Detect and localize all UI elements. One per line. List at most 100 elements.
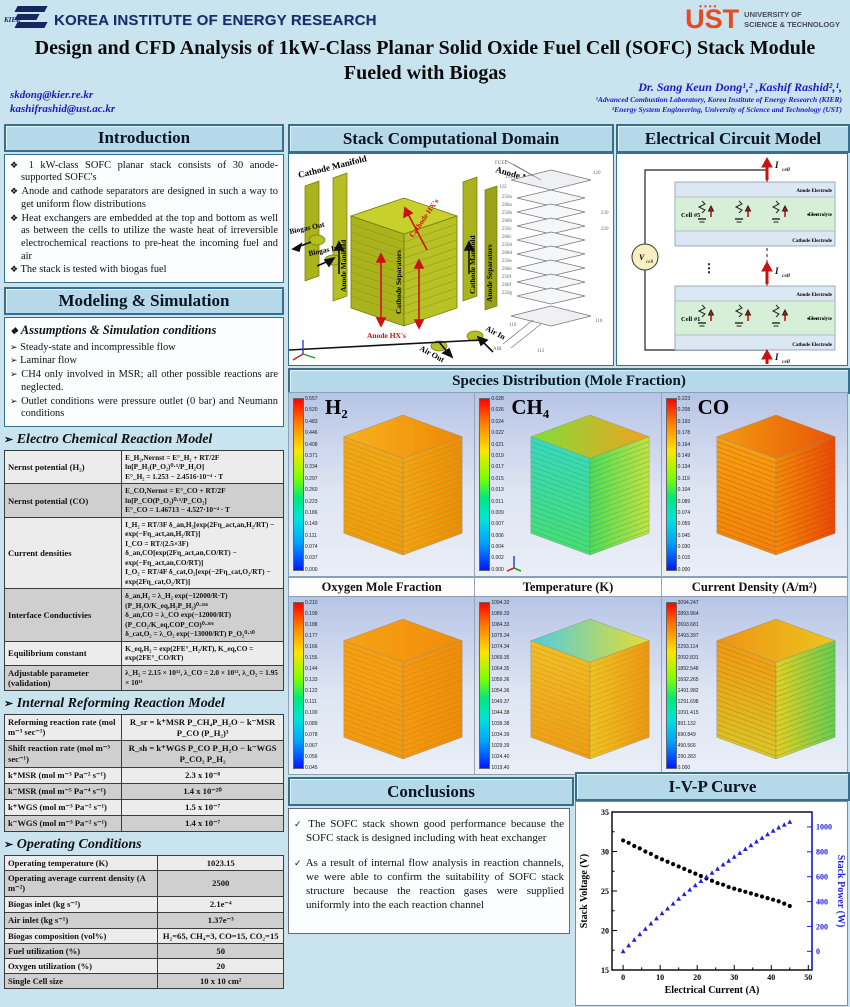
table-row: Single Cell size 10 x 10 cm² xyxy=(3,972,284,989)
label-air-in: Air In xyxy=(484,324,507,342)
row-label: Interface Conductivies xyxy=(3,588,123,642)
ust-logo-subtext: UNIVERSITY OF SCIENCE & TECHNOLOGY xyxy=(744,10,840,29)
species-banner: Species Distribution (Mole Fraction) xyxy=(288,368,850,394)
row-label: Operating average current density (A m⁻²… xyxy=(3,869,159,897)
modeling-box: ❖ Assumptions & Simulation conditions ➢ … xyxy=(4,316,284,427)
axis-triad-icon xyxy=(507,556,522,572)
contour-panel-temperature: 1094.32 1089.33 1084.33 1079.34 1074.34 1069.… xyxy=(475,597,662,774)
svg-text:0: 0 xyxy=(621,973,625,982)
row-value: 2.3 x 10⁻⁸ xyxy=(121,766,284,784)
colorbar-ticks: 0.223 0.208 0.193 0.178 0.164 0.149 0.134 0.119… xyxy=(677,396,691,573)
contour-cube xyxy=(334,609,472,772)
colorbar-ticks: 0.028 0.026 0.024 0.022 0.021 0.019 0.017 0.015… xyxy=(491,396,504,573)
diamond-bullet-icon: ❖ xyxy=(10,264,19,275)
arrow-bullet-icon: ➢ xyxy=(10,395,18,406)
email-link-2[interactable]: kashifrashid@ust.ac.kr xyxy=(10,103,116,116)
row-value: H₂=65, CH₄=3, CO=15, CO₂=15 xyxy=(157,927,284,944)
stack-domain-banner: Stack Computational Domain xyxy=(288,124,614,153)
svg-text:122: 122 xyxy=(499,185,507,190)
row-value: 1.37e⁻³ xyxy=(157,911,284,929)
arrow-bullet-icon: ➢ xyxy=(4,697,14,710)
diamond-bullet-icon: ❖ xyxy=(10,325,19,336)
cell-block-top: Anode Electrode Electrolyte Cathode Elec… xyxy=(674,181,836,247)
panel-title-oxygen: Oxygen Mole Fraction xyxy=(289,578,476,597)
colorbar-ticks: 3094.247 2893.964 2693.681 2493.397 2293.114… xyxy=(677,600,699,771)
operating-heading: ➢ Operating Conditions xyxy=(4,836,142,852)
kier-logo: KIER KOREA INSTITUTE OF ENERGY RESEARCH xyxy=(4,6,377,34)
row-formula: K_eq,H₂ = exp(2FE°_H₂/RT), K_eq,CO = exp… xyxy=(121,640,284,666)
svg-text:1000: 1000 xyxy=(816,823,832,832)
row-value: 2.1e⁻⁴ xyxy=(157,895,284,913)
cell5-label: Cell #5 xyxy=(681,212,701,219)
ust-dots-icon: •••• xyxy=(699,2,719,11)
contour-panel-co: 0.223 0.208 0.193 0.178 0.164 0.149 0.134 0.119… xyxy=(661,393,847,576)
ivp-chart: 0 10 20 30 40 50 15 20 25 30 35 0 200 400 600 800 1000 El… xyxy=(579,808,846,996)
svg-text:250f: 250f xyxy=(502,275,512,280)
svg-text:120: 120 xyxy=(593,171,601,176)
row-label: Equilibrium constant xyxy=(3,640,123,666)
intro-bullet: ❖ Heat exchangers are embedded at the to… xyxy=(10,212,278,262)
conclusions-banner: Conclusions xyxy=(288,777,574,806)
row-label: Nernst potential (H₂) xyxy=(3,449,123,485)
table-row: Oxygen utilization (%) 20 xyxy=(3,957,284,974)
email-link-1[interactable]: skdong@kier.re.kr xyxy=(10,89,94,101)
svg-text:220: 220 xyxy=(601,227,609,232)
panel-title-current-density: Current Density (A/m²) xyxy=(691,580,817,594)
svg-text:30: 30 xyxy=(730,973,738,982)
circuit-banner: Electrical Circuit Model xyxy=(616,124,850,153)
row-label: Current densities xyxy=(3,516,123,590)
row-label: k⁺WGS (mol m⁻³ Pa⁻² s⁻¹) xyxy=(3,798,123,816)
svg-text:Stack Voltage (V): Stack Voltage (V) xyxy=(579,854,590,928)
circuit-diagram: V cell Anode Electrode Electrolyte Catho… xyxy=(631,156,836,365)
svg-text:20: 20 xyxy=(693,973,701,982)
intro-box: ❖ 1 kW-class SOFC planar stack consists … xyxy=(4,153,284,283)
kier-logo-icon: KIER xyxy=(4,6,48,34)
svg-text:112: 112 xyxy=(537,349,545,354)
svg-text:800: 800 xyxy=(816,848,828,857)
colorbar-ticks: 0.557 0.520 0.483 0.446 0.408 0.371 0.334 0.297… xyxy=(305,396,318,573)
author-block: Dr. Sang Keun Dong¹,² ,Kashif Rashid²,¹,… xyxy=(596,80,842,115)
row-formula: I_H₂ = RT/3F δ_an,H₂[exp(2Fη_act,an,H₂/R… xyxy=(121,516,284,590)
contour-panel-oxygen: 0.210 0.199 0.188 0.177 0.166 0.155 0.144 0.133… xyxy=(289,597,476,774)
table-row: Nernst potential (H₂) E_H₂,Nernst = E°_H… xyxy=(3,449,284,485)
arrow-bullet-icon: ➢ xyxy=(4,433,14,446)
diamond-bullet-icon: ❖ xyxy=(10,212,19,223)
row-formula: E_H₂,Nernst = E°_H₂ + RT/2F ln[P_H₂(P_O₂… xyxy=(121,449,284,485)
row-value: 1.4 x 10⁻²⁰ xyxy=(121,782,284,800)
author-names: Dr. Sang Keun Dong¹,² ,Kashif Rashid²,¹, xyxy=(638,80,842,94)
arrow-bullet-icon: ➢ xyxy=(10,369,18,380)
row-value: 2500 xyxy=(157,869,284,897)
conclusion-item: ✓ The SOFC stack shown good performance … xyxy=(294,818,564,845)
svg-text:40: 40 xyxy=(767,973,775,982)
row-formula: λ_H₂ = 2.15 × 10¹², λ_CO = 2.0 × 10¹², λ… xyxy=(121,664,284,691)
svg-text:268c: 268c xyxy=(502,235,513,240)
cathode-electrode-label: Cathode Electrode xyxy=(792,239,833,244)
row-value: 10 x 10 cm² xyxy=(157,972,284,989)
cathode-electrode-label: Cathode Electrode xyxy=(792,343,833,348)
diamond-bullet-icon: ❖ xyxy=(10,159,23,170)
svg-text:250e: 250e xyxy=(502,259,513,264)
contour-cube xyxy=(521,405,659,568)
label-cathode-manifold-top: Cathode Manifold xyxy=(297,154,368,180)
icell-label: I xyxy=(774,266,779,276)
svg-text:20: 20 xyxy=(601,926,609,935)
row-label: k⁻MSR (mol m⁻⁵ Pa⁻⁴ s⁻¹) xyxy=(3,782,123,800)
species-row1: 0.557 0.520 0.483 0.446 0.408 0.371 0.334 0.297… xyxy=(288,392,848,577)
exploded-stack-diagram xyxy=(502,159,592,349)
svg-text:200: 200 xyxy=(816,922,828,931)
svg-text:cell: cell xyxy=(646,260,654,265)
svg-text:35: 35 xyxy=(601,808,609,817)
label-anode-manifold-side: Anode Manifold xyxy=(339,239,348,292)
arrow-bullet-icon: ➢ xyxy=(10,355,18,366)
row-label: Air inlet (kg s⁻¹) xyxy=(3,911,159,929)
table-row: Nernst potential (CO) E_CO,Nernst = E°_C… xyxy=(3,483,284,518)
row-formula: E_CO,Nernst = E°_CO + RT/2F ln[P_CO(P_O₂… xyxy=(121,483,284,518)
intro-bullet: ❖ Anode and cathode separators are desig… xyxy=(10,186,278,210)
modeling-banner: Modeling & Simulation xyxy=(4,286,284,315)
svg-text:cell: cell xyxy=(782,273,790,279)
svg-text:0: 0 xyxy=(816,947,820,956)
colorbar xyxy=(479,602,491,769)
svg-text:250a: 250a xyxy=(502,195,513,200)
svg-text:124: 124 xyxy=(505,175,513,180)
